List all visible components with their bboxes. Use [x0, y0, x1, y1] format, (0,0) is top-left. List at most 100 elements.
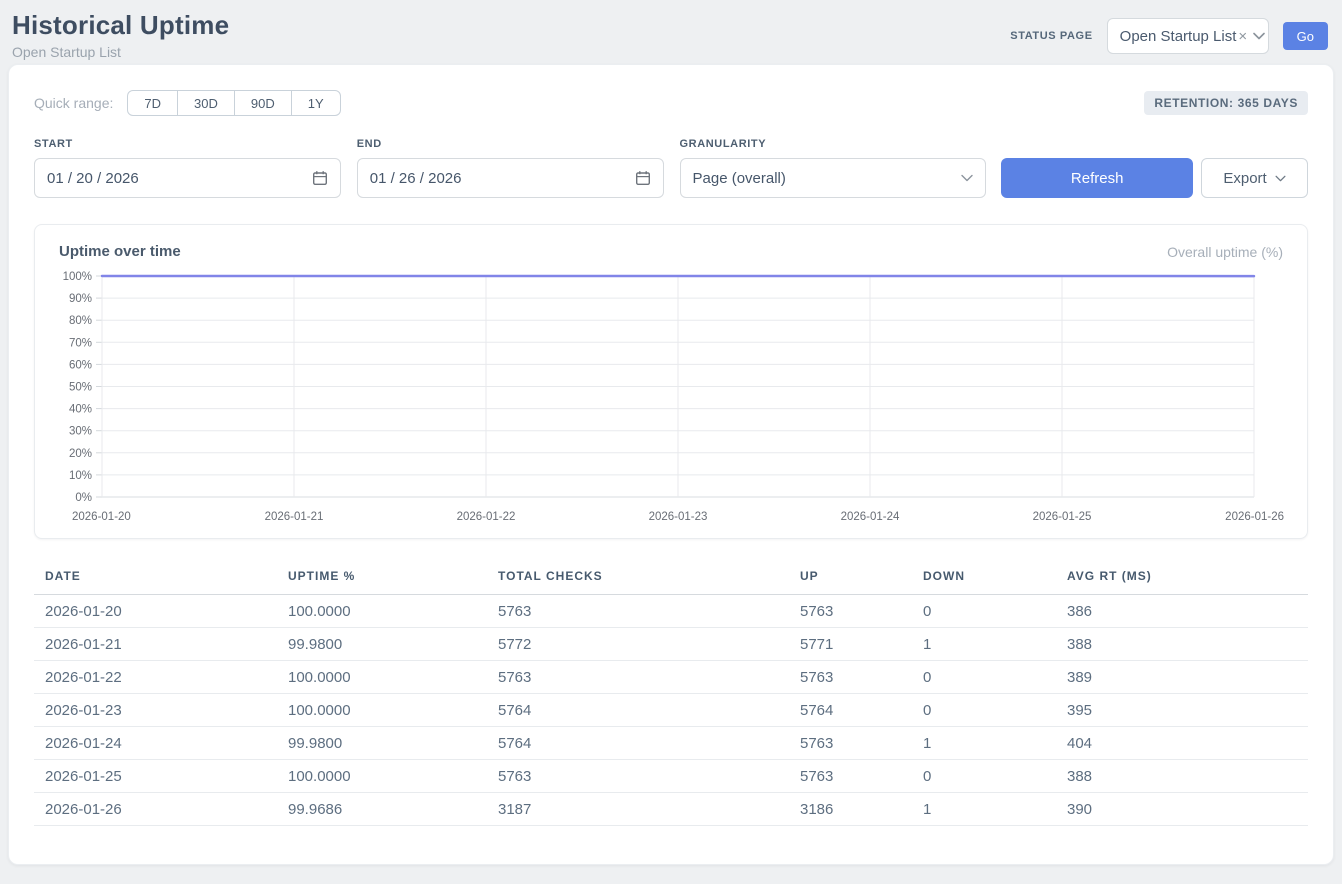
table-cell: 99.9800: [288, 727, 498, 760]
chart-header: Uptime over time Overall uptime (%): [59, 243, 1283, 260]
title-block: Historical Uptime Open Startup List: [12, 10, 229, 60]
table-cell: 5763: [800, 595, 923, 628]
svg-text:30%: 30%: [69, 426, 92, 438]
column-header: UPTIME %: [288, 565, 498, 595]
table-cell: 1: [923, 727, 1067, 760]
quick-range-90d-button[interactable]: 90D: [234, 90, 292, 116]
svg-text:2026-01-26: 2026-01-26: [1225, 511, 1284, 523]
table-cell: 3187: [498, 793, 800, 826]
table-cell: 2026-01-26: [34, 793, 288, 826]
table-cell: 5763: [498, 661, 800, 694]
table-cell: 100.0000: [288, 694, 498, 727]
svg-text:20%: 20%: [69, 448, 92, 460]
table-cell: 5771: [800, 628, 923, 661]
svg-text:80%: 80%: [69, 315, 92, 327]
table-row: 2026-01-2699.9686318731861390: [34, 793, 1308, 826]
uptime-table: DATEUPTIME %TOTAL CHECKSUPDOWNAVG RT (MS…: [34, 565, 1308, 826]
chevron-down-icon: [1253, 32, 1265, 40]
quick-range-30d-button[interactable]: 30D: [177, 90, 235, 116]
uptime-chart-card: Uptime over time Overall uptime (%) 0%10…: [34, 224, 1308, 539]
svg-text:2026-01-21: 2026-01-21: [265, 511, 324, 523]
table-cell: 3186: [800, 793, 923, 826]
granularity-value: Page (overall): [693, 170, 786, 187]
table-header: DATEUPTIME %TOTAL CHECKSUPDOWNAVG RT (MS…: [34, 565, 1308, 595]
granularity-field: GRANULARITY Page (overall): [680, 138, 987, 198]
status-page-value: Open Startup List: [1120, 28, 1237, 45]
table-cell: 404: [1067, 727, 1308, 760]
granularity-label: GRANULARITY: [680, 138, 987, 150]
table-cell: 5763: [800, 760, 923, 793]
table-cell: 5764: [800, 694, 923, 727]
table-cell: 2026-01-23: [34, 694, 288, 727]
table-cell: 100.0000: [288, 595, 498, 628]
chevron-down-icon: [961, 174, 973, 182]
retention-badge: RETENTION: 365 DAYS: [1144, 91, 1308, 115]
clear-selection-icon[interactable]: ×: [1238, 28, 1247, 45]
refresh-button[interactable]: Refresh: [1001, 158, 1193, 198]
svg-text:40%: 40%: [69, 404, 92, 416]
table-cell: 2026-01-24: [34, 727, 288, 760]
table-cell: 5764: [498, 727, 800, 760]
table-cell: 388: [1067, 760, 1308, 793]
uptime-line-svg: 0%10%20%30%40%50%60%70%80%90%100%2026-01…: [59, 268, 1287, 526]
table-cell: 388: [1067, 628, 1308, 661]
status-page-select[interactable]: Open Startup List ×: [1107, 18, 1269, 54]
end-date-value: 01 / 26 / 2026: [370, 170, 462, 187]
table-cell: 386: [1067, 595, 1308, 628]
start-date-input[interactable]: 01 / 20 / 2026: [34, 158, 341, 198]
table-row: 2026-01-20100.0000576357630386: [34, 595, 1308, 628]
svg-text:90%: 90%: [69, 293, 92, 305]
table-cell: 2026-01-21: [34, 628, 288, 661]
quick-range-1y-button[interactable]: 1Y: [291, 90, 341, 116]
granularity-select[interactable]: Page (overall): [680, 158, 987, 198]
end-date-input[interactable]: 01 / 26 / 2026: [357, 158, 664, 198]
svg-text:10%: 10%: [69, 470, 92, 482]
table-cell: 0: [923, 694, 1067, 727]
column-header: DATE: [34, 565, 288, 595]
table-cell: 2026-01-20: [34, 595, 288, 628]
quick-range-button-group: 7D30D90D1Y: [127, 90, 340, 116]
chart-title: Uptime over time: [59, 243, 181, 260]
go-button[interactable]: Go: [1283, 22, 1328, 50]
table-cell: 2026-01-25: [34, 760, 288, 793]
table-cell: 395: [1067, 694, 1308, 727]
table-cell: 5763: [800, 661, 923, 694]
table-cell: 0: [923, 661, 1067, 694]
svg-text:60%: 60%: [69, 359, 92, 371]
table-row: 2026-01-2199.9800577257711388: [34, 628, 1308, 661]
svg-text:2026-01-20: 2026-01-20: [72, 511, 131, 523]
table-cell: 5764: [498, 694, 800, 727]
table-row: 2026-01-25100.0000576357630388: [34, 760, 1308, 793]
svg-text:2026-01-23: 2026-01-23: [649, 511, 708, 523]
table-cell: 0: [923, 760, 1067, 793]
start-date-field: START 01 / 20 / 2026: [34, 138, 341, 198]
column-header: UP: [800, 565, 923, 595]
table-cell: 100.0000: [288, 661, 498, 694]
table-cell: 100.0000: [288, 760, 498, 793]
topbar-right: STATUS PAGE Open Startup List × Go: [1010, 18, 1328, 54]
calendar-icon[interactable]: [312, 170, 328, 186]
table-cell: 5772: [498, 628, 800, 661]
table-cell: 390: [1067, 793, 1308, 826]
table-cell: 0: [923, 595, 1067, 628]
page-title: Historical Uptime: [12, 10, 229, 41]
chart-legend: Overall uptime (%): [1167, 244, 1283, 260]
calendar-icon[interactable]: [635, 170, 651, 186]
svg-text:70%: 70%: [69, 337, 92, 349]
table-cell: 99.9686: [288, 793, 498, 826]
column-header: DOWN: [923, 565, 1067, 595]
table-cell: 389: [1067, 661, 1308, 694]
uptime-line-chart: 0%10%20%30%40%50%60%70%80%90%100%2026-01…: [59, 268, 1283, 526]
end-date-field: END 01 / 26 / 2026: [357, 138, 664, 198]
quick-range-7d-button[interactable]: 7D: [127, 90, 178, 116]
table-cell: 5763: [498, 595, 800, 628]
top-bar: Historical Uptime Open Startup List STAT…: [0, 0, 1342, 64]
export-button[interactable]: Export: [1201, 158, 1308, 198]
svg-text:2026-01-24: 2026-01-24: [841, 511, 900, 523]
svg-text:2026-01-25: 2026-01-25: [1033, 511, 1092, 523]
export-label: Export: [1223, 170, 1266, 187]
end-date-label: END: [357, 138, 664, 150]
table-cell: 1: [923, 793, 1067, 826]
column-header: TOTAL CHECKS: [498, 565, 800, 595]
quick-range-label: Quick range:: [34, 95, 113, 111]
